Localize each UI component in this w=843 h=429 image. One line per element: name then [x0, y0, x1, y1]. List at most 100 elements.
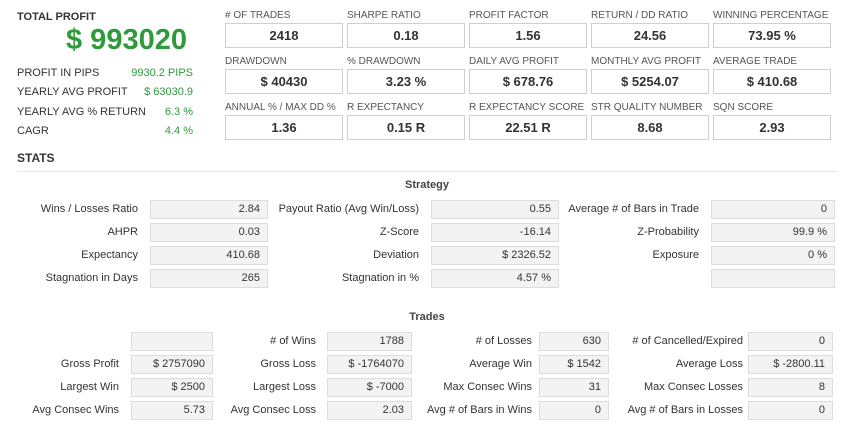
stat-value: 2.03	[327, 401, 412, 420]
stat-label: Wins / Losses Ratio	[40, 203, 138, 215]
metric-value: 73.95 %	[713, 23, 831, 48]
metric-average-trade: AVERAGE TRADE $ 410.68	[713, 56, 831, 94]
metric-value: 3.23 %	[347, 69, 465, 94]
stat-label: Max Consec Wins	[443, 381, 532, 393]
stat-value: 0	[711, 200, 835, 219]
stat-label: # of Losses	[475, 335, 532, 347]
stat-value: 1788	[327, 332, 412, 351]
metric-label: # OF TRADES	[225, 10, 291, 21]
metric-pct-drawdown: % DRAWDOWN 3.23 %	[347, 56, 465, 94]
stat-label: # of Wins	[270, 335, 316, 347]
metric-daily-avg-profit: DAILY AVG PROFIT $ 678.76	[469, 56, 587, 94]
stat-value: $ -2800.11	[748, 355, 833, 374]
metric-label: % DRAWDOWN	[347, 56, 421, 67]
stat-label: Average Win	[469, 358, 532, 370]
metric-label: AVERAGE TRADE	[713, 56, 798, 67]
stat-value: $ 2326.52	[431, 246, 559, 265]
stat-value: -16.14	[431, 223, 559, 242]
metric-value: $ 40430	[225, 69, 343, 94]
summary-value: 4.4 %	[164, 125, 193, 137]
stat-label: Payout Ratio (Avg Win/Loss)	[278, 203, 419, 215]
metric-label: R EXPECTANCY	[347, 102, 425, 113]
stat-value: 4.57 %	[431, 269, 559, 288]
stat-value: 265	[150, 269, 268, 288]
metric-label: DAILY AVG PROFIT	[469, 56, 560, 67]
stat-label: Exposure	[652, 249, 699, 261]
stat-label: Stagnation in %	[341, 272, 419, 284]
metric-r-expectancy: R EXPECTANCY 0.15 R	[347, 102, 465, 140]
summary-row-profit-pips: PROFIT IN PIPS 9930.2 PIPS	[17, 67, 193, 83]
metric-str-quality-number: STR QUALITY NUMBER 8.68	[591, 102, 709, 140]
stat-label: Avg # of Bars in Wins	[427, 404, 532, 416]
stat-value-empty	[131, 332, 213, 351]
metric-profit-factor: PROFIT FACTOR 1.56	[469, 10, 587, 48]
metric-monthly-avg-profit: MONTHLY AVG PROFIT $ 5254.07	[591, 56, 709, 94]
total-profit-value: $ 993020	[66, 24, 187, 56]
stat-value: 410.68	[150, 246, 268, 265]
stat-label: Gross Loss	[260, 358, 316, 370]
summary-label: YEARLY AVG PROFIT	[17, 86, 128, 98]
metric-value: $ 410.68	[713, 69, 831, 94]
stat-label: Max Consec Losses	[643, 381, 743, 393]
stat-value: $ -7000	[327, 378, 412, 397]
summary-row-yearly-avg-profit: YEARLY AVG PROFIT $ 63030.9	[17, 86, 193, 102]
metric-num-trades: # OF TRADES 2418	[225, 10, 343, 48]
metric-label: STR QUALITY NUMBER	[591, 102, 703, 113]
summary-value: 6.3 %	[164, 106, 193, 118]
metric-label: WINNING PERCENTAGE	[713, 10, 829, 21]
metric-label: ANNUAL % / MAX DD %	[225, 102, 336, 113]
metric-value: 24.56	[591, 23, 709, 48]
stat-value: 0.03	[150, 223, 268, 242]
summary-label: PROFIT IN PIPS	[17, 67, 100, 79]
metric-value: 8.68	[591, 115, 709, 140]
summary-row-cagr: CAGR 4.4 %	[17, 125, 193, 141]
metric-label: SHARPE RATIO	[347, 10, 421, 21]
stat-value: 0.55	[431, 200, 559, 219]
strategy-section-title: Strategy	[404, 179, 450, 191]
metric-value: $ 678.76	[469, 69, 587, 94]
stat-value: 0 %	[711, 246, 835, 265]
stat-label: # of Cancelled/Expired	[632, 335, 743, 347]
metric-value: 2418	[225, 23, 343, 48]
stat-label: Z-Probability	[637, 226, 699, 238]
divider	[17, 171, 837, 172]
metric-label: MONTHLY AVG PROFIT	[591, 56, 702, 67]
metric-r-expectancy-score: R EXPECTANCY SCORE 22.51 R	[469, 102, 587, 140]
stat-value: $ -1764070	[327, 355, 412, 374]
stat-value: $ 2500	[131, 378, 213, 397]
metric-winning-percentage: WINNING PERCENTAGE 73.95 %	[713, 10, 831, 48]
metric-sqn-score: SQN SCORE 2.93	[713, 102, 831, 140]
stats-heading: STATS	[17, 151, 55, 165]
stat-value: 5.73	[131, 401, 213, 420]
stat-value: 630	[539, 332, 609, 351]
summary-label: CAGR	[17, 125, 49, 137]
metric-label: DRAWDOWN	[225, 56, 287, 67]
total-profit-label: TOTAL PROFIT	[17, 11, 96, 23]
metric-value: 2.93	[713, 115, 831, 140]
stat-value: 31	[539, 378, 609, 397]
stat-label: AHPR	[107, 226, 138, 238]
metric-label: RETURN / DD RATIO	[591, 10, 689, 21]
metric-value: $ 5254.07	[591, 69, 709, 94]
metric-annual-max-dd: ANNUAL % / MAX DD % 1.36	[225, 102, 343, 140]
metric-label: PROFIT FACTOR	[469, 10, 549, 21]
stat-value: $ 2757090	[131, 355, 213, 374]
stat-label: Average # of Bars in Trade	[568, 203, 699, 215]
metric-return-dd-ratio: RETURN / DD RATIO 24.56	[591, 10, 709, 48]
stat-value: $ 1542	[539, 355, 609, 374]
metric-sharpe-ratio: SHARPE RATIO 0.18	[347, 10, 465, 48]
trades-section-title: Trades	[409, 311, 445, 323]
metric-label: SQN SCORE	[713, 102, 774, 113]
metric-value: 22.51 R	[469, 115, 587, 140]
metric-drawdown: DRAWDOWN $ 40430	[225, 56, 343, 94]
metric-value: 1.56	[469, 23, 587, 48]
stat-label: Z-Score	[379, 226, 419, 238]
stat-label: Gross Profit	[60, 358, 119, 370]
stat-label: Avg Consec Loss	[230, 404, 316, 416]
metric-value: 0.18	[347, 23, 465, 48]
summary-label: YEARLY AVG % RETURN	[17, 106, 146, 118]
stat-value: 0	[539, 401, 609, 420]
metric-label: R EXPECTANCY SCORE	[469, 102, 585, 113]
stat-value: 0	[748, 332, 833, 351]
metric-value: 0.15 R	[347, 115, 465, 140]
